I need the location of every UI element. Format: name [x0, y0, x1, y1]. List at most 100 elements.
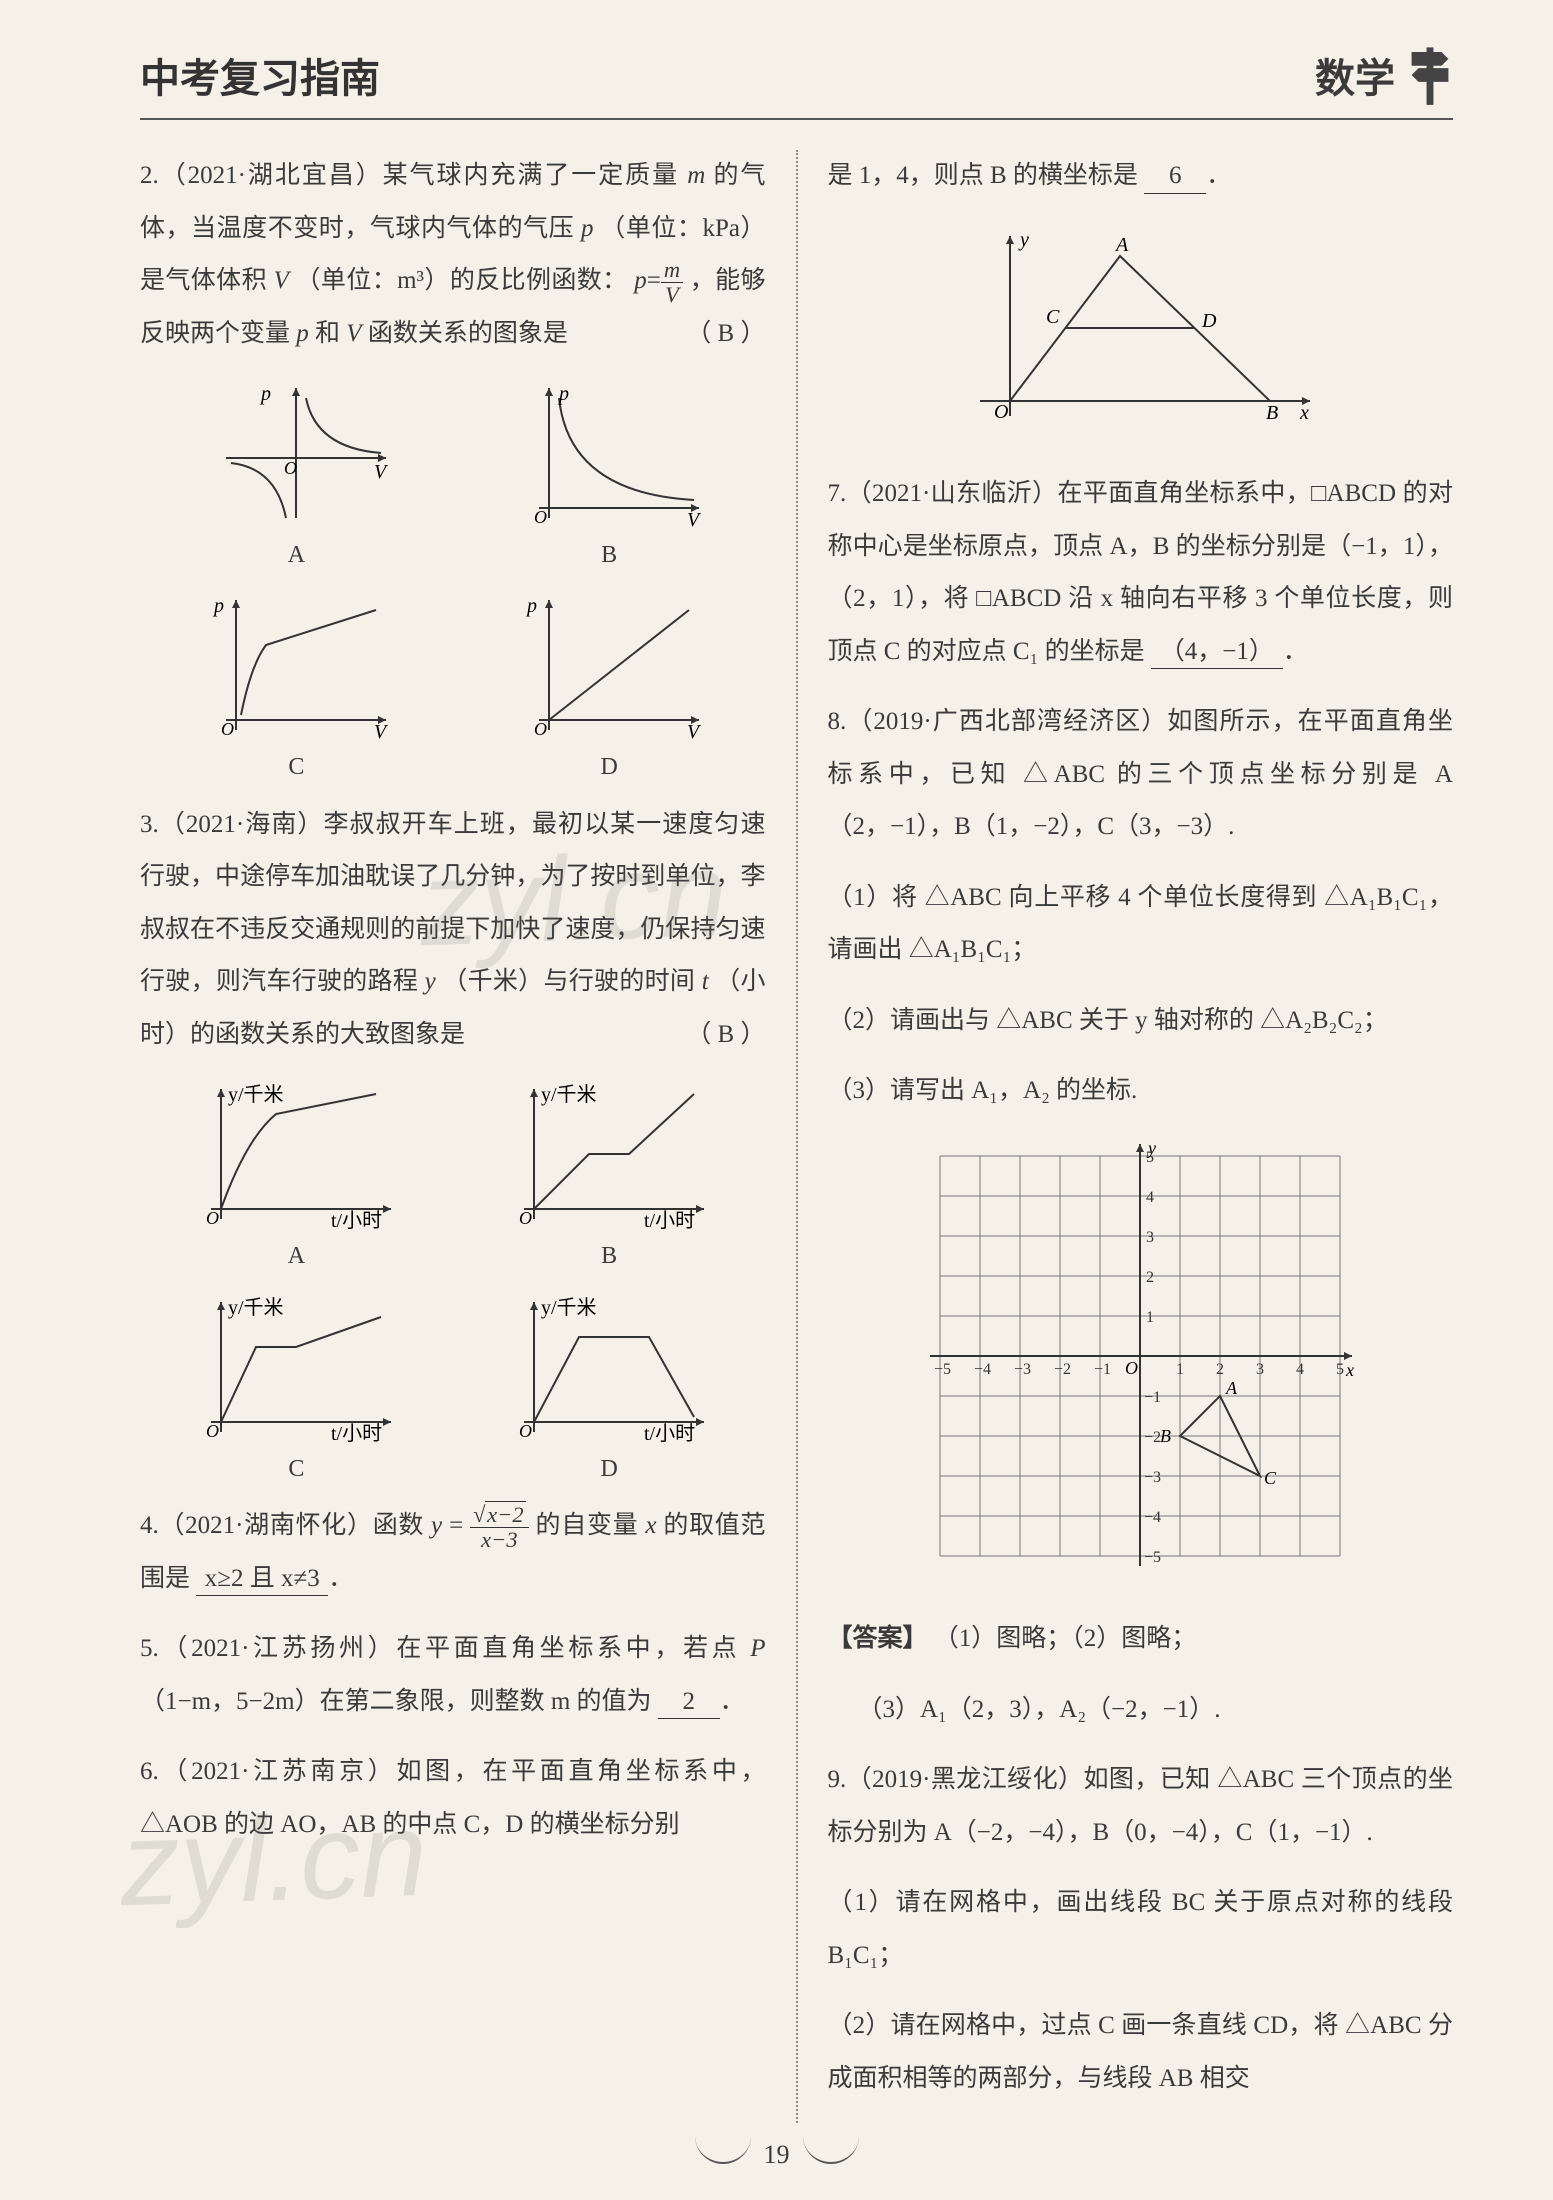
- q4-text: 4.（2021·湖南怀化）函数: [140, 1512, 431, 1539]
- svg-text:−1: −1: [1144, 1389, 1161, 1406]
- svg-text:O: O: [519, 1208, 532, 1228]
- q3-answer: B: [718, 1021, 735, 1048]
- q3-label-b: B: [499, 1231, 719, 1281]
- svg-text:−2: −2: [1054, 1361, 1071, 1378]
- svg-text:−4: −4: [974, 1361, 991, 1378]
- question-8: 8.（2019·广西北部湾经济区）如图所示，在平面直角坐标系中，已知 △ABC …: [828, 696, 1454, 854]
- column-divider: [796, 150, 798, 2123]
- left-column: 2.（2021·湖北宜昌）某气球内充满了一定质量 m 的气体，当温度不变时，气球…: [140, 150, 766, 2123]
- question-7: 7.（2021·山东临沂）在平面直角坐标系中，□ABCD 的对称中心是坐标原点，…: [828, 468, 1454, 678]
- svg-text:O: O: [284, 458, 297, 478]
- q2-fig-a: O p V: [196, 378, 396, 528]
- q8-part2: （2）请画出与 △ABC 关于 y 轴对称的 △A₂B₂C₂；: [828, 995, 1454, 1048]
- q4-text: 的自变量: [536, 1512, 646, 1539]
- svg-text:O: O: [994, 401, 1008, 423]
- svg-text:−1: −1: [1094, 1361, 1111, 1378]
- q3-label-c: C: [186, 1444, 406, 1494]
- q2-label-d: D: [509, 742, 709, 792]
- svg-text:y/千米: y/千米: [541, 1083, 597, 1106]
- svg-text:x: x: [1345, 1360, 1354, 1380]
- q3-fig-b: O y/千米 t/小时: [499, 1079, 719, 1229]
- q4-answer: x≥2 且 x≠3: [196, 1563, 328, 1597]
- svg-text:2: 2: [1216, 1361, 1224, 1378]
- page-number: 19: [707, 2140, 847, 2170]
- q3-figs-row2: O y/千米 t/小时 C O y/千米 t/小时: [140, 1292, 766, 1494]
- svg-text:1: 1: [1176, 1361, 1184, 1378]
- q6-text: 是 1，4，则点 B 的横坐标是: [828, 162, 1145, 189]
- q2-text: 2.（2021·湖北宜昌）某气球内充满了一定质量: [140, 162, 687, 189]
- q2-text: 函数关系的图象是: [368, 320, 568, 347]
- svg-text:2: 2: [1146, 1269, 1154, 1286]
- q2-label-a: A: [196, 530, 396, 580]
- svg-text:−3: −3: [1014, 1361, 1031, 1378]
- svg-text:y/千米: y/千米: [541, 1296, 597, 1319]
- question-9: 9.（2019·黑龙江绥化）如图，已知 △ABC 三个顶点的坐标分别为 A（−2…: [828, 1754, 1454, 1859]
- svg-text:O: O: [534, 507, 547, 527]
- q8-grid: O x y A B C −5−4−3 −2−1 123 45 543: [920, 1136, 1360, 1576]
- q9-part2: （2）请在网格中，过点 C 画一条直线 CD，将 △ABC 分成面积相等的两部分…: [828, 2000, 1454, 2105]
- svg-text:5: 5: [1336, 1361, 1344, 1378]
- page-header: 中考复习指南 数学: [140, 40, 1453, 120]
- question-3: 3.（2021·海南）李叔叔开车上班，最初以某一速度匀速行驶，中途停车加油耽误了…: [140, 799, 766, 1062]
- question-6-cont: 是 1，4，则点 B 的横坐标是 6．: [828, 150, 1454, 203]
- q2-figs-row2: O p V C O p V: [140, 590, 766, 792]
- svg-text:x: x: [1299, 402, 1309, 424]
- question-2: 2.（2021·湖北宜昌）某气球内充满了一定质量 m 的气体，当温度不变时，气球…: [140, 150, 766, 360]
- svg-text:p: p: [212, 595, 224, 617]
- svg-text:V: V: [687, 509, 702, 528]
- q2-text: 和: [315, 320, 346, 347]
- q8-part3: （3）请写出 A₁，A₂ 的坐标.: [828, 1065, 1454, 1118]
- svg-text:C: C: [1046, 306, 1060, 328]
- q3-fig-a: O y/千米 t/小时: [186, 1079, 406, 1229]
- q8-ans2: （3）A₁（2，3），A₂（−2，−1）.: [858, 1684, 1454, 1737]
- svg-text:5: 5: [1146, 1149, 1154, 1166]
- svg-text:V: V: [374, 721, 389, 740]
- q2-figs-row1: O p V A O p V: [140, 378, 766, 580]
- right-column: 是 1，4，则点 B 的横坐标是 6． O x y A B C: [828, 150, 1454, 2123]
- svg-text:C: C: [1264, 1468, 1277, 1488]
- svg-text:O: O: [206, 1421, 219, 1441]
- svg-text:t/小时: t/小时: [644, 1422, 695, 1442]
- svg-text:−5: −5: [934, 1361, 951, 1378]
- q5-text: 5.（2021·江苏扬州）在平面直角坐标系中，若点: [140, 1635, 750, 1662]
- svg-text:B: B: [1266, 402, 1278, 424]
- svg-text:3: 3: [1256, 1361, 1264, 1378]
- answer-label: 【答案】: [828, 1625, 928, 1652]
- svg-text:A: A: [1225, 1378, 1238, 1398]
- page-number-text: 19: [764, 2140, 790, 2169]
- svg-text:4: 4: [1296, 1361, 1304, 1378]
- q2-fig-c: O p V: [196, 590, 396, 740]
- svg-text:p: p: [557, 383, 569, 405]
- book-title: 中考复习指南: [140, 46, 380, 104]
- svg-text:t/小时: t/小时: [644, 1209, 695, 1229]
- q2-text: （单位：m³）的反比例函数：: [296, 267, 628, 294]
- q2-answer: B: [718, 320, 735, 347]
- svg-text:O: O: [221, 719, 234, 739]
- question-6: 6.（2021·江苏南京）如图，在平面直角坐标系中，△AOB 的边 AO，AB …: [140, 1746, 766, 1851]
- svg-text:−5: −5: [1144, 1549, 1161, 1566]
- q5-text: （1−m，5−2m）在第二象限，则整数 m 的值为: [140, 1688, 652, 1715]
- q9-part1: （1）请在网格中，画出线段 BC 关于原点对称的线段 B₁C₁；: [828, 1877, 1454, 1982]
- q6-text: 6.（2021·江苏南京）如图，在平面直角坐标系中，△AOB 的边 AO，AB …: [140, 1758, 766, 1838]
- q8-text: 8.（2019·广西北部湾经济区）如图所示，在平面直角坐标系中，已知 △ABC …: [828, 708, 1454, 840]
- svg-text:t/小时: t/小时: [331, 1209, 382, 1229]
- svg-text:−2: −2: [1144, 1429, 1161, 1446]
- svg-text:p: p: [259, 383, 271, 405]
- svg-text:3: 3: [1146, 1229, 1154, 1246]
- subject-text: 数学: [1315, 46, 1395, 104]
- svg-text:t/小时: t/小时: [331, 1422, 382, 1442]
- question-5: 5.（2021·江苏扬州）在平面直角坐标系中，若点 P（1−m，5−2m）在第二…: [140, 1623, 766, 1728]
- q6-answer: 6: [1144, 160, 1206, 194]
- svg-text:p: p: [525, 595, 537, 617]
- svg-text:y: y: [1018, 229, 1029, 251]
- q5-answer: 2: [658, 1686, 720, 1720]
- q7-answer: （4，−1）: [1151, 636, 1283, 670]
- q2-fig-b: O p V: [509, 378, 709, 528]
- q8-answer: 【答案】 （1）图略；（2）图略；: [828, 1613, 1454, 1666]
- svg-text:y/千米: y/千米: [228, 1296, 284, 1319]
- q7-text: 7.（2021·山东临沂）在平面直角坐标系中，□ABCD 的对称中心是坐标原点，…: [828, 480, 1454, 665]
- svg-text:A: A: [1114, 234, 1129, 256]
- svg-text:y/千米: y/千米: [228, 1083, 284, 1106]
- svg-text:O: O: [1125, 1358, 1138, 1378]
- q2-label-c: C: [196, 742, 396, 792]
